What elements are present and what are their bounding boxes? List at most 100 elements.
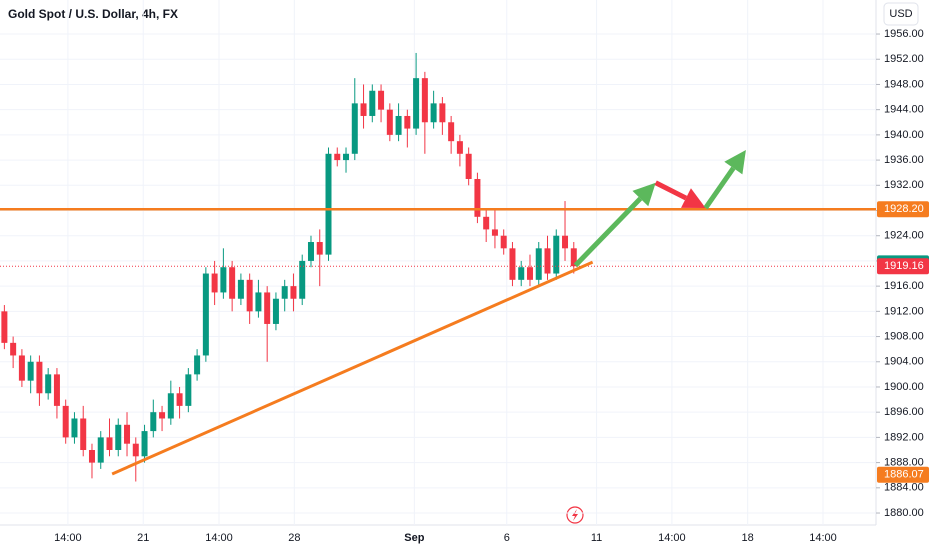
candle-body — [115, 424, 122, 450]
candle-body — [386, 109, 393, 135]
event-bolt — [572, 509, 578, 521]
candle-body — [491, 229, 498, 236]
candle-body — [71, 418, 78, 438]
candle-body — [430, 103, 437, 123]
candle-body — [474, 178, 481, 217]
candle-body — [246, 279, 253, 312]
trendline — [111, 260, 594, 476]
candle-body — [290, 286, 297, 299]
candle-body — [334, 153, 341, 161]
candle-body — [62, 405, 69, 438]
candle-body — [343, 153, 350, 161]
candle-body — [53, 374, 60, 406]
x-tick-label: 6 — [504, 532, 510, 544]
candle-body — [500, 235, 507, 249]
candle-body — [351, 103, 358, 154]
candle-body — [553, 235, 560, 274]
candle-body — [264, 292, 271, 324]
candle-body — [535, 248, 542, 280]
candle-body — [413, 78, 420, 129]
y-tick-label: 1880.00 — [884, 507, 924, 519]
y-tick-label: 1948.00 — [884, 78, 924, 90]
y-tick-label: 1952.00 — [884, 53, 924, 65]
price-label-bg — [877, 466, 929, 483]
y-tick-label: 1936.00 — [884, 154, 924, 166]
candle-body — [281, 286, 288, 299]
candle-body — [124, 424, 131, 444]
y-tick-label: 1896.00 — [884, 406, 924, 418]
candle-body — [229, 267, 236, 299]
candle-body — [439, 103, 446, 123]
x-tick-label: 11 — [591, 532, 602, 544]
arrow-shaft — [703, 166, 736, 210]
candle-body — [194, 355, 201, 375]
candle-body — [325, 153, 332, 255]
candle-body — [27, 361, 34, 381]
candle-body — [518, 267, 525, 280]
currency-label[interactable]: USD — [889, 8, 912, 20]
candle-body — [88, 450, 95, 463]
candle-body — [526, 267, 533, 280]
candle-body — [18, 355, 25, 381]
candle-body — [299, 260, 306, 299]
candle-body — [316, 242, 323, 255]
candle-body — [150, 412, 157, 432]
y-tick-label: 1888.00 — [884, 457, 924, 469]
arrow-shaft — [573, 196, 643, 268]
lightning-icon[interactable] — [566, 506, 584, 524]
candle-body — [421, 78, 428, 123]
x-tick-label: Sep — [404, 532, 424, 544]
candle-body — [141, 431, 148, 457]
y-tick-label: 1884.00 — [884, 482, 924, 494]
price-label-bg — [877, 201, 929, 218]
candle-body — [255, 292, 262, 312]
candle-body — [456, 141, 463, 154]
arrow-head — [724, 150, 746, 175]
x-tick-label: 14:00 — [809, 532, 837, 544]
candle-body — [448, 122, 455, 142]
candle-body — [80, 418, 87, 450]
candle-body — [10, 342, 17, 356]
arrow-head — [632, 182, 656, 207]
candle-body — [360, 103, 367, 116]
candle-body — [570, 248, 577, 267]
price-label: 1928.20 — [884, 203, 924, 215]
currency-button[interactable] — [883, 2, 919, 26]
candle-body — [167, 393, 174, 419]
candle-body — [220, 267, 227, 293]
candle-body — [176, 393, 183, 406]
candle-body — [202, 273, 209, 356]
candle-body — [36, 361, 43, 394]
x-tick-label: 14:00 — [54, 532, 82, 544]
candle-body — [237, 279, 244, 299]
y-tick-label: 1892.00 — [884, 431, 924, 443]
price-label: 1886.07 — [884, 469, 924, 481]
arrow-head — [681, 188, 706, 208]
y-tick-label: 1904.00 — [884, 356, 924, 368]
price-label: 1919.16 — [884, 260, 924, 272]
candle-body — [544, 248, 551, 274]
candle-body — [404, 115, 411, 129]
y-tick-label: 1956.00 — [884, 28, 924, 40]
candle-body — [465, 153, 472, 179]
y-tick-label: 1900.00 — [884, 381, 924, 393]
candle-body — [378, 90, 385, 110]
candle-body — [395, 115, 402, 135]
candle-body — [483, 216, 490, 230]
y-tick-label: 1940.00 — [884, 129, 924, 141]
candle-body — [97, 437, 104, 463]
y-tick-label: 1924.00 — [884, 230, 924, 242]
candle-body — [185, 374, 192, 406]
y-tick-label: 1908.00 — [884, 330, 924, 342]
candle-body — [509, 248, 516, 280]
x-tick-label: 14:00 — [658, 532, 686, 544]
x-tick-label: 28 — [288, 532, 300, 544]
candle-body — [307, 242, 314, 261]
x-tick-label: 14:00 — [205, 532, 233, 544]
y-tick-label: 1944.00 — [884, 104, 924, 116]
arrow-shaft — [654, 180, 688, 201]
price-label-bg — [877, 258, 929, 275]
candle-body — [272, 298, 279, 324]
